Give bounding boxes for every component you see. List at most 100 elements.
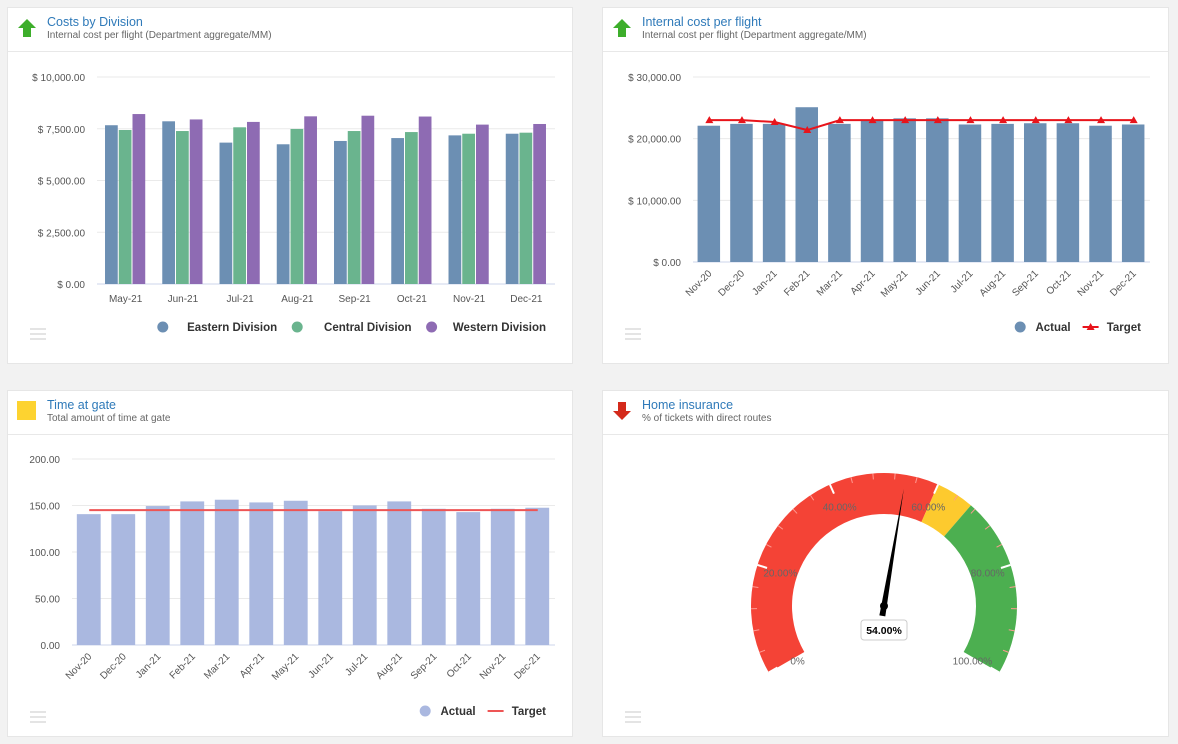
legend-label[interactable]: Western Division (453, 322, 546, 334)
target-marker[interactable] (705, 116, 714, 124)
bar-eastern-division[interactable] (219, 142, 233, 284)
bar-actual[interactable] (387, 501, 412, 645)
chart-menu-icon[interactable] (30, 328, 46, 340)
bar-actual[interactable] (283, 500, 308, 645)
bar-actual[interactable] (893, 118, 916, 262)
bar-central-division[interactable] (118, 129, 132, 284)
bar-eastern-division[interactable] (391, 138, 405, 284)
legend-label[interactable]: Central Division (324, 322, 412, 334)
bar-central-division[interactable] (176, 131, 189, 284)
bar-actual[interactable] (456, 512, 481, 645)
x-tick-label: Dec-21 (510, 294, 543, 305)
bar-actual[interactable] (697, 125, 721, 262)
target-marker[interactable] (868, 116, 877, 124)
bar-actual[interactable] (762, 123, 786, 262)
bar-eastern-division[interactable] (276, 144, 290, 284)
bar-actual[interactable] (111, 514, 136, 645)
bar-actual[interactable] (76, 514, 101, 645)
bar-actual[interactable] (1056, 123, 1080, 262)
chart-menu-icon[interactable] (625, 711, 641, 723)
bar-central-division[interactable] (347, 131, 361, 284)
target-marker[interactable] (803, 126, 812, 134)
legend-circle-icon[interactable] (157, 321, 169, 333)
panel-title[interactable]: Internal cost per flight (642, 15, 762, 29)
bar-actual[interactable] (214, 499, 239, 645)
bar-actual[interactable] (249, 502, 274, 645)
x-tick-label: Nov-21 (1076, 268, 1107, 299)
bar-actual[interactable] (421, 508, 446, 645)
gauge-tick (1008, 629, 1015, 632)
bar-western-division[interactable] (132, 114, 146, 284)
bar-eastern-division[interactable] (334, 140, 347, 284)
gauge-tick (757, 563, 768, 569)
target-marker[interactable] (737, 116, 746, 124)
chart-menu-icon[interactable] (30, 711, 46, 723)
bar-actual[interactable] (1089, 125, 1112, 262)
bar-actual[interactable] (525, 507, 550, 645)
bar-eastern-division[interactable] (105, 125, 118, 284)
bar-western-division[interactable] (475, 124, 489, 284)
legend-circle-icon[interactable] (1014, 321, 1026, 333)
bar-actual[interactable] (828, 123, 851, 262)
bar-western-division[interactable] (361, 115, 375, 284)
legend-circle-icon[interactable] (291, 321, 303, 333)
bar-actual[interactable] (1023, 123, 1047, 262)
bar-eastern-division[interactable] (162, 121, 176, 284)
bar-western-division[interactable] (418, 116, 432, 284)
panel-title[interactable]: Home insurance (642, 398, 734, 412)
legend-label[interactable]: Actual (440, 706, 475, 718)
bar-eastern-division[interactable] (505, 133, 519, 284)
bar-central-division[interactable] (519, 132, 533, 284)
target-marker[interactable] (1097, 116, 1106, 124)
bar-actual[interactable] (991, 123, 1014, 262)
panel-title[interactable]: Costs by Division (47, 15, 143, 29)
legend-circle-icon[interactable] (426, 321, 438, 333)
bar-western-division[interactable] (533, 123, 546, 284)
bar-actual[interactable] (926, 118, 949, 262)
y-tick-label: 150.00 (29, 502, 60, 513)
bar-eastern-division[interactable] (448, 135, 462, 284)
legend-label[interactable]: Target (512, 706, 546, 718)
gauge-tick (765, 543, 772, 548)
home-insurance-panel: Home insurance % of tickets with direct … (602, 390, 1169, 737)
panel-title[interactable]: Time at gate (47, 398, 117, 412)
target-marker[interactable] (933, 116, 942, 124)
target-marker[interactable] (999, 116, 1008, 124)
x-tick-label: Dec-20 (98, 651, 129, 682)
bar-actual[interactable] (490, 508, 515, 645)
y-tick-label: 0.00 (41, 641, 61, 652)
bar-actual[interactable] (860, 119, 884, 262)
legend-circle-icon[interactable] (419, 705, 431, 717)
bar-actual[interactable] (318, 511, 343, 645)
target-marker[interactable] (966, 116, 975, 124)
target-marker[interactable] (1129, 116, 1138, 124)
target-marker[interactable] (770, 118, 779, 126)
legend-label[interactable]: Eastern Division (187, 322, 277, 334)
bar-central-division[interactable] (290, 128, 304, 284)
bar-central-division[interactable] (405, 132, 418, 284)
bar-actual[interactable] (795, 107, 819, 262)
gauge-band (750, 472, 939, 673)
target-marker[interactable] (1064, 116, 1073, 124)
bar-actual[interactable] (958, 124, 982, 262)
target-marker[interactable] (835, 116, 844, 124)
gauge-tick (970, 508, 976, 514)
bar-western-division[interactable] (246, 121, 260, 284)
bar-actual[interactable] (1121, 124, 1145, 262)
y-tick-label: 200.00 (29, 455, 60, 466)
y-tick-label: $ 30,000.00 (628, 73, 681, 84)
bar-actual[interactable] (352, 505, 377, 645)
x-tick-label: Aug-21 (281, 294, 314, 305)
bar-actual[interactable] (145, 506, 170, 645)
bar-central-division[interactable] (233, 127, 246, 285)
chart-menu-icon[interactable] (625, 328, 641, 340)
bar-actual[interactable] (730, 123, 753, 262)
bar-central-division[interactable] (462, 133, 475, 284)
bar-western-division[interactable] (189, 119, 203, 284)
target-marker[interactable] (1031, 116, 1040, 124)
bar-actual[interactable] (180, 501, 205, 645)
target-marker[interactable] (901, 116, 910, 124)
bar-western-division[interactable] (304, 116, 317, 284)
legend-label[interactable]: Target (1107, 322, 1141, 334)
legend-label[interactable]: Actual (1035, 322, 1070, 334)
